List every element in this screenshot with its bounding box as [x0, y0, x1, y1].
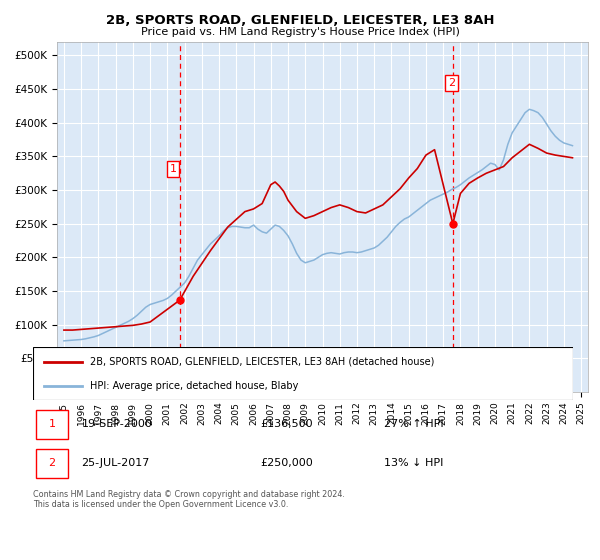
FancyBboxPatch shape [36, 449, 68, 478]
FancyBboxPatch shape [33, 347, 573, 400]
Text: 27% ↑ HPI: 27% ↑ HPI [384, 419, 443, 429]
Text: Price paid vs. HM Land Registry's House Price Index (HPI): Price paid vs. HM Land Registry's House … [140, 27, 460, 37]
Text: 2: 2 [448, 78, 455, 88]
Text: 25-JUL-2017: 25-JUL-2017 [82, 459, 150, 468]
FancyBboxPatch shape [36, 410, 68, 439]
Text: 2: 2 [49, 459, 55, 468]
Text: £136,500: £136,500 [260, 419, 313, 429]
Text: 1: 1 [49, 419, 55, 429]
Text: £250,000: £250,000 [260, 459, 313, 468]
Text: 19-SEP-2000: 19-SEP-2000 [82, 419, 152, 429]
Text: 1: 1 [169, 164, 176, 174]
Text: HPI: Average price, detached house, Blaby: HPI: Average price, detached house, Blab… [90, 381, 298, 391]
Text: 13% ↓ HPI: 13% ↓ HPI [384, 459, 443, 468]
Text: Contains HM Land Registry data © Crown copyright and database right 2024.
This d: Contains HM Land Registry data © Crown c… [33, 490, 345, 510]
Text: 2B, SPORTS ROAD, GLENFIELD, LEICESTER, LE3 8AH (detached house): 2B, SPORTS ROAD, GLENFIELD, LEICESTER, L… [90, 357, 434, 367]
Text: 2B, SPORTS ROAD, GLENFIELD, LEICESTER, LE3 8AH: 2B, SPORTS ROAD, GLENFIELD, LEICESTER, L… [106, 14, 494, 27]
